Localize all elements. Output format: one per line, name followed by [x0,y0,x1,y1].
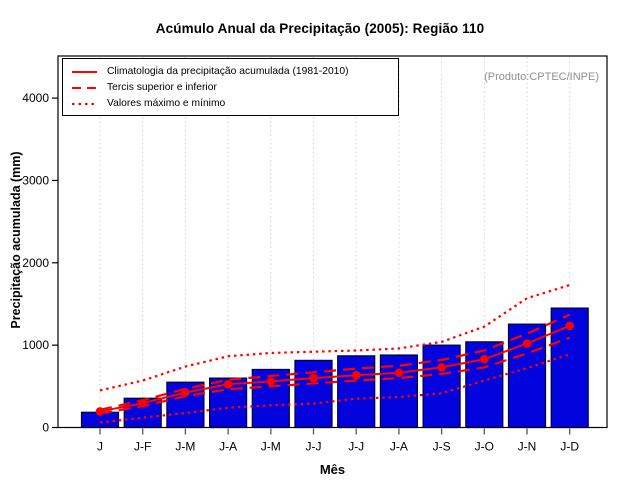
line-tercil-superior [99,313,571,411]
legend-label: Climatologia da precipitação acumulada (… [107,66,349,77]
y-tick-label: 1000 [22,338,49,352]
legend-label: Tercis superior e inferior [107,82,217,93]
x-tick-label-J-S: J-S [433,440,451,454]
marker-climatology [266,377,276,386]
plot-border [57,55,608,429]
marker-climatology [565,321,574,331]
legend-label: Valores máximo e mínimo [107,98,226,109]
x-tick-label-J-F: J-F [134,440,151,454]
x-tick-label-J-A: J-A [390,440,408,454]
marker-climatology [480,354,489,364]
dotted-line-icon [72,102,97,105]
chart-title: Acúmulo Anual da Precipitação (2005): Re… [155,21,485,36]
x-tick-label-J-M: J-M [175,440,195,454]
legend: Climatologia da precipitação acumulada (… [62,58,399,116]
solid-line-icon [72,70,97,73]
x-tick-label-J-O: J-O [475,440,494,454]
watermark-produto: (Produto:CPTEC/INPE) [484,71,599,83]
marker-climatology [437,363,446,372]
legend-item-dotted: Valores máximo e mínimo [71,96,394,111]
marker-climatology [95,407,105,416]
line-climatologia-da-precipita-o-acumulada-1981-2010- [99,324,571,413]
y-tick-label: 4000 [22,91,49,105]
marker-climatology [394,368,404,378]
x-tick-label-J-J: J-J [306,440,322,454]
marker-climatology [223,379,233,389]
y-tick-label: 2000 [22,256,49,270]
marker-climatology [522,339,532,348]
marker-climatology [351,370,361,380]
y-tick-label: 3000 [22,173,49,187]
legend-item-solid: Climatologia da precipitação acumulada (… [71,64,394,79]
x-tick-label-J-D: J-D [560,440,579,454]
x-tick-label-J-N: J-N [518,440,537,454]
bar-J-S [422,344,461,429]
line-tercil-inferior [99,336,571,415]
y-axis-label: Precipitação acumulada (mm) [9,151,23,329]
x-tick-label-J-M: J-M [261,440,281,454]
y-tick-label: 0 [42,421,49,435]
marker-climatology [181,388,190,397]
marker-climatology [309,373,318,383]
line-valor-m-ximo [99,283,571,392]
x-tick-label-J-A: J-A [219,440,237,454]
x-axis-label: Mês [319,462,346,477]
dashed-line-icon [72,86,97,89]
bar-J-J [337,355,376,429]
x-tick-label-J-J: J-J [348,440,364,454]
marker-climatology [138,398,147,408]
x-tick-label-J: J [97,440,103,454]
legend-item-dashed: Tercis superior e inferior [71,80,394,95]
